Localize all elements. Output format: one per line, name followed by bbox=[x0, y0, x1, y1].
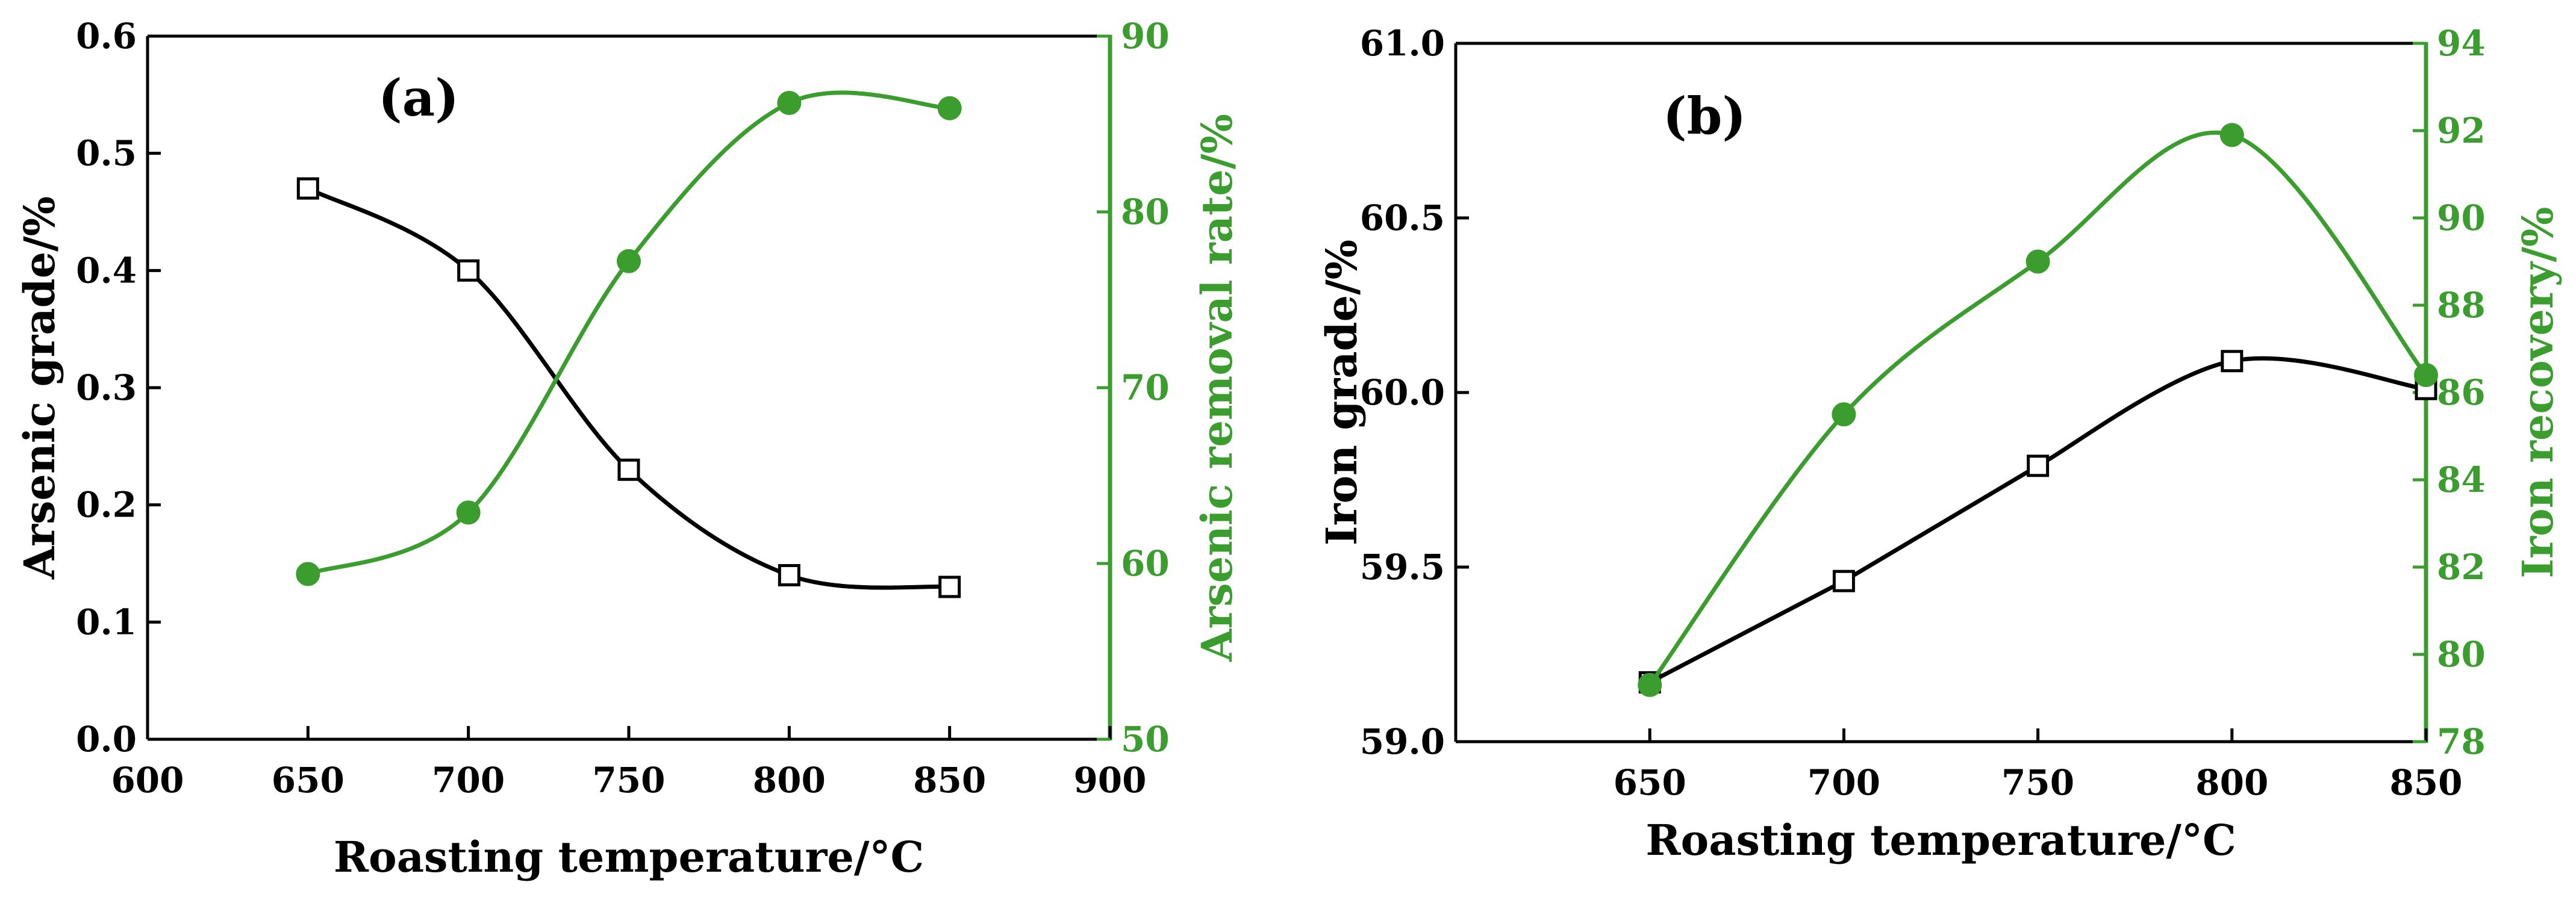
panel-a-y-right-tick-label: 90 bbox=[1121, 16, 1170, 57]
panel-a-arsenic-grade-point bbox=[778, 563, 800, 586]
panel-b-y-right-tick-label: 92 bbox=[2437, 110, 2486, 151]
panel-a-arsenic-removal-rate-point bbox=[296, 562, 320, 586]
panel-a-y-left-axis-title: Arsenic grade/% bbox=[14, 196, 64, 580]
panel-b-label: (b) bbox=[1663, 86, 1746, 146]
panel-b-x-axis-title: Roasting temperature/°C bbox=[1645, 815, 2236, 865]
panel-b-iron-recovery-line bbox=[1648, 130, 2428, 686]
panel-b-iron-grade-point bbox=[2027, 455, 2050, 477]
panel-a-x-tick-label: 900 bbox=[1073, 760, 1146, 801]
panel-b-y-left-tick-label: 60.0 bbox=[1360, 372, 1445, 413]
panel-a-arsenic-removal-rate-line bbox=[307, 90, 950, 576]
panel-a-y-left-tick-label: 0.1 bbox=[76, 601, 137, 642]
panel-a-x-tick-label: 600 bbox=[111, 760, 184, 801]
panel-a-y-left-tick-label: 0.6 bbox=[76, 16, 137, 57]
panel-b-y-left-axis-title: Iron grade/% bbox=[1317, 240, 1367, 545]
panel-b-y-right-tick-label: 80 bbox=[2437, 634, 2486, 675]
panel-b-y-right-tick-label: 82 bbox=[2437, 547, 2486, 588]
panel-b-y-right-tick-label: 90 bbox=[2437, 197, 2486, 238]
panel-b-y-right-tick-label: 78 bbox=[2437, 721, 2486, 762]
panel-a-x-axis-title: Roasting temperature/°C bbox=[334, 832, 924, 882]
panel-b-iron-recovery-point bbox=[2414, 363, 2438, 387]
panel-b-y-right-tick-label: 84 bbox=[2437, 459, 2486, 500]
panel-a-y-right-tick-label: 60 bbox=[1121, 543, 1170, 584]
panel-b-y-left-tick-label: 60.5 bbox=[1360, 197, 1445, 238]
panel-a-y-right-tick-label: 70 bbox=[1121, 367, 1170, 408]
panel-a-x-tick-label: 700 bbox=[432, 760, 505, 801]
panel-b-iron-grade-point bbox=[1832, 569, 1855, 592]
panel-a-x-tick-label: 850 bbox=[913, 760, 986, 801]
panel-a-x-tick-label: 650 bbox=[272, 760, 345, 801]
panel-a-y-right-tick-label: 80 bbox=[1121, 191, 1170, 232]
panel-b-y-left-tick-label: 61.0 bbox=[1360, 23, 1445, 64]
panel-b-iron-recovery-point bbox=[2026, 249, 2050, 274]
panel-b-x-tick-label: 850 bbox=[2389, 762, 2462, 803]
panel-b-y-left-tick-label: 59.0 bbox=[1360, 721, 1445, 762]
panel-a-arsenic-grade-point bbox=[617, 458, 640, 481]
panel-b-iron-recovery-point bbox=[1832, 402, 1856, 427]
panel-a-y-left-tick-label: 0.3 bbox=[76, 367, 137, 408]
panel-b-y-right-tick-label: 94 bbox=[2437, 23, 2486, 64]
panel-a-y-right-tick-label: 50 bbox=[1121, 719, 1170, 760]
panel-b-y-left-tick-label: 59.5 bbox=[1360, 547, 1445, 588]
panel-b-iron-recovery-point bbox=[2219, 123, 2244, 147]
panel-b-x-tick-label: 800 bbox=[2195, 762, 2268, 803]
panel-b-iron-grade-point bbox=[2221, 350, 2244, 373]
panel-b-x-tick-label: 750 bbox=[2001, 762, 2074, 803]
panel-a-y-left-tick-label: 0.0 bbox=[76, 719, 137, 760]
panel-a-arsenic-grade-point bbox=[296, 177, 319, 200]
panel-b-x-tick-label: 700 bbox=[1807, 762, 1880, 803]
panel-a-y-left-tick-label: 0.5 bbox=[76, 133, 137, 174]
panel-b-iron-recovery-point bbox=[1638, 672, 1662, 697]
panel-a-arsenic-removal-rate-point bbox=[937, 96, 962, 120]
panel-a-x-tick-label: 750 bbox=[592, 760, 665, 801]
panel-b-x-tick-label: 650 bbox=[1614, 762, 1686, 803]
panel-a-arsenic-removal-rate-point bbox=[777, 90, 802, 115]
panel-a-label: (a) bbox=[378, 68, 459, 128]
panel-a-arsenic-grade-line bbox=[307, 186, 950, 590]
panel-a-arsenic-removal-rate-point bbox=[456, 500, 481, 525]
panel-b-y-right-tick-label: 86 bbox=[2437, 372, 2486, 413]
panel-a-y-left-tick-label: 0.2 bbox=[76, 485, 137, 526]
panel-b-iron-grade-line bbox=[1648, 356, 2427, 684]
panel-a-y-right-axis-title: Arsenic removal rate/% bbox=[1192, 114, 1242, 662]
panel-a-arsenic-removal-rate-point bbox=[617, 249, 641, 273]
panel-a-x-tick-label: 800 bbox=[753, 760, 826, 801]
panel-b-y-right-tick-label: 88 bbox=[2437, 285, 2486, 326]
panel-b-y-right-axis-title: Iron recovery/% bbox=[2513, 206, 2563, 578]
panel-a-arsenic-grade-point bbox=[938, 576, 961, 598]
panel-a-arsenic-grade-point bbox=[457, 259, 480, 282]
panel-a-y-left-tick-label: 0.4 bbox=[76, 250, 137, 291]
